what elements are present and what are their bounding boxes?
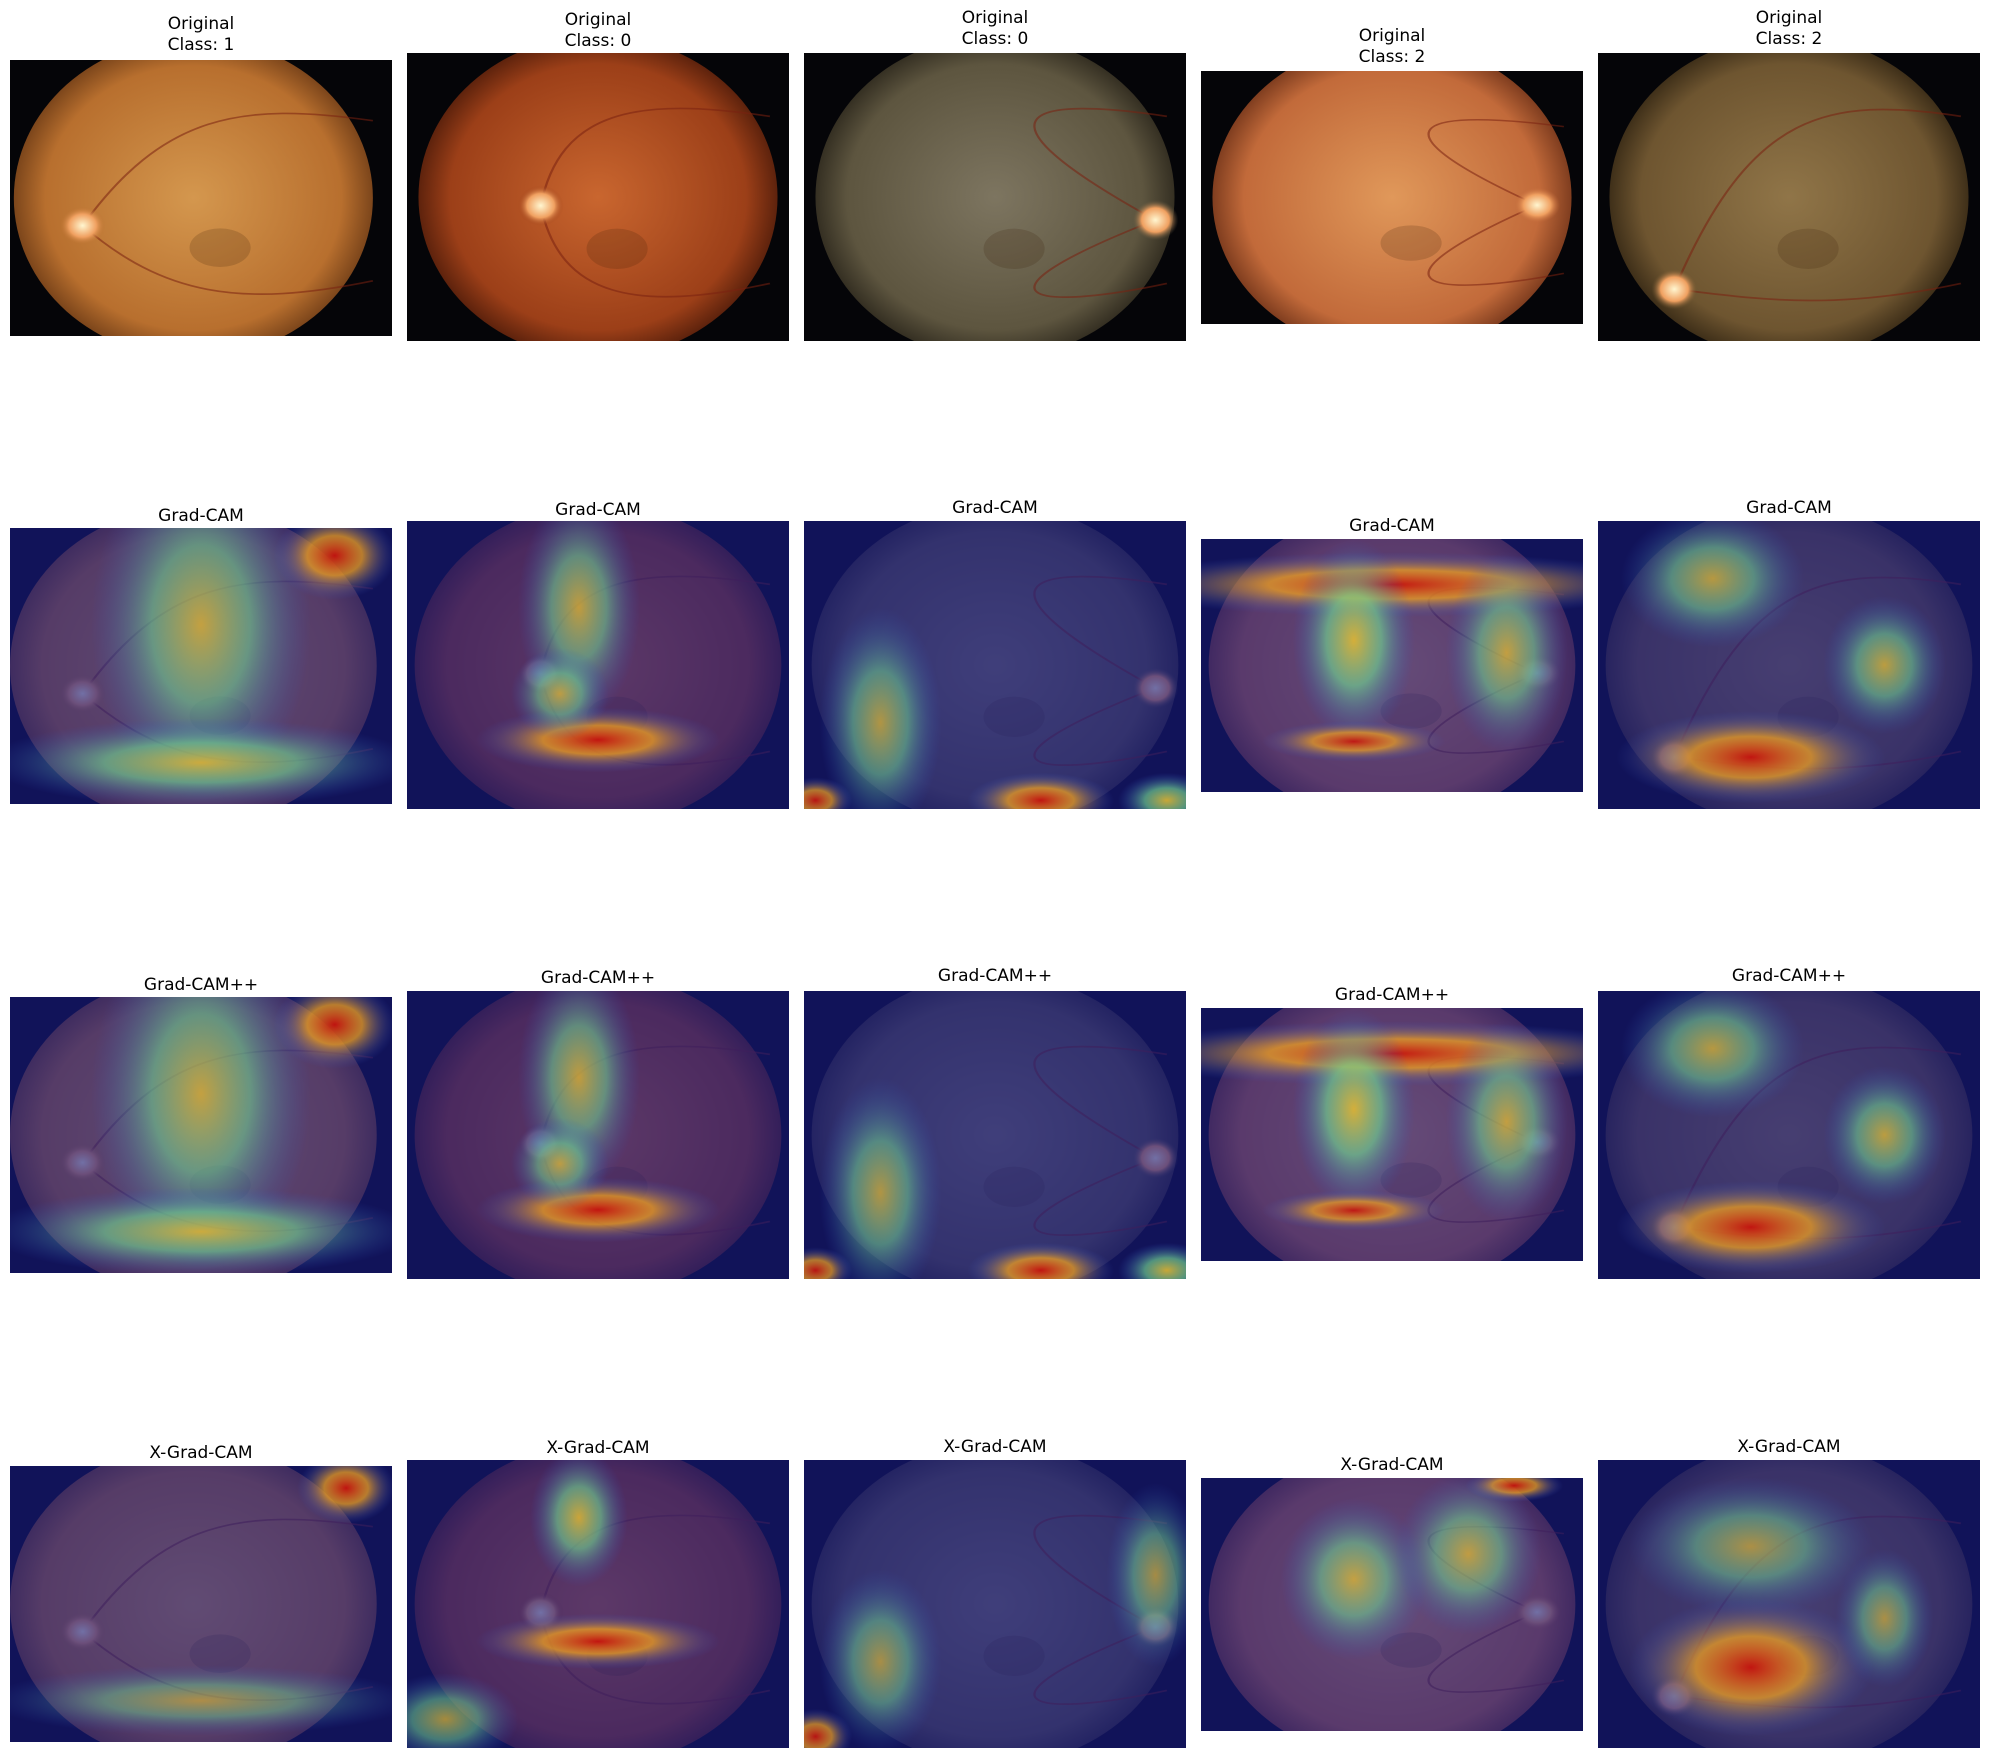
cam-overlay <box>1598 521 1980 809</box>
cam-overlay <box>407 521 789 809</box>
cam-overlay <box>804 991 1186 1279</box>
panel-title: X-Grad-CAM <box>546 1438 650 1458</box>
cam-overlay <box>1598 991 1980 1279</box>
panel-title: Original Class: 2 <box>1755 8 1823 49</box>
panel-title: Grad-CAM++ <box>1334 985 1450 1005</box>
fundus-photo <box>1598 53 1980 341</box>
panel-title: X-Grad-CAM <box>1737 1437 1841 1457</box>
cam-overlay <box>10 997 392 1273</box>
cam-overlay <box>10 1466 392 1742</box>
heatmap-overlay-image <box>1598 991 1980 1279</box>
panel-title: Grad-CAM <box>952 498 1038 518</box>
heatmap-overlay-image <box>407 1460 789 1748</box>
heatmap-overlay-image <box>10 1466 392 1742</box>
cam-overlay <box>407 1460 789 1748</box>
heatmap-overlay-image <box>1201 1008 1583 1261</box>
cam-overlay <box>804 1460 1186 1748</box>
heatmap-overlay-image <box>407 991 789 1279</box>
heatmap-overlay-image <box>1598 1460 1980 1748</box>
fundus-photo <box>407 53 789 341</box>
heatmap-overlay-image <box>10 997 392 1273</box>
cam-overlay <box>1201 1478 1583 1731</box>
heatmap-overlay-image <box>1598 521 1980 809</box>
panel-title: Original Class: 1 <box>167 14 235 55</box>
panel-title: X-Grad-CAM <box>149 1443 253 1463</box>
heatmap-overlay-image <box>1201 539 1583 792</box>
panel-title: Grad-CAM <box>158 506 244 526</box>
fundus-photo <box>10 60 392 336</box>
cam-overlay <box>407 991 789 1279</box>
cam-overlay <box>1201 539 1583 792</box>
panel-title: Grad-CAM <box>1349 516 1435 536</box>
panel-title: Original Class: 2 <box>1358 26 1426 67</box>
panel-title: Grad-CAM++ <box>1731 966 1847 986</box>
cam-overlay <box>10 528 392 804</box>
heatmap-overlay-image <box>804 991 1186 1279</box>
heatmap-overlay-image <box>407 521 789 809</box>
heatmap-overlay-image <box>1201 1478 1583 1731</box>
panel-title: Grad-CAM++ <box>937 966 1053 986</box>
heatmap-overlay-image <box>10 528 392 804</box>
cam-overlay <box>1598 1460 1980 1748</box>
panel-title: X-Grad-CAM <box>1340 1455 1444 1475</box>
fundus-photo <box>1201 71 1583 324</box>
fundus-image <box>407 53 789 341</box>
fundus-photo <box>804 53 1186 341</box>
heatmap-overlay-image <box>804 521 1186 809</box>
panel-title: X-Grad-CAM <box>943 1437 1047 1457</box>
panel-title: Grad-CAM++ <box>143 975 259 995</box>
cam-overlay <box>1201 1008 1583 1261</box>
panel-title: Grad-CAM <box>1746 498 1832 518</box>
panel-title: Grad-CAM <box>555 500 641 520</box>
panel-title: Grad-CAM++ <box>540 968 656 988</box>
fundus-image <box>1201 71 1583 324</box>
fundus-image <box>804 53 1186 341</box>
fundus-image <box>10 60 392 336</box>
heatmap-overlay-image <box>804 1460 1186 1748</box>
panel-title: Original Class: 0 <box>961 8 1029 49</box>
cam-overlay <box>804 521 1186 809</box>
panel-title: Original Class: 0 <box>564 10 632 51</box>
fundus-image <box>1598 53 1980 341</box>
